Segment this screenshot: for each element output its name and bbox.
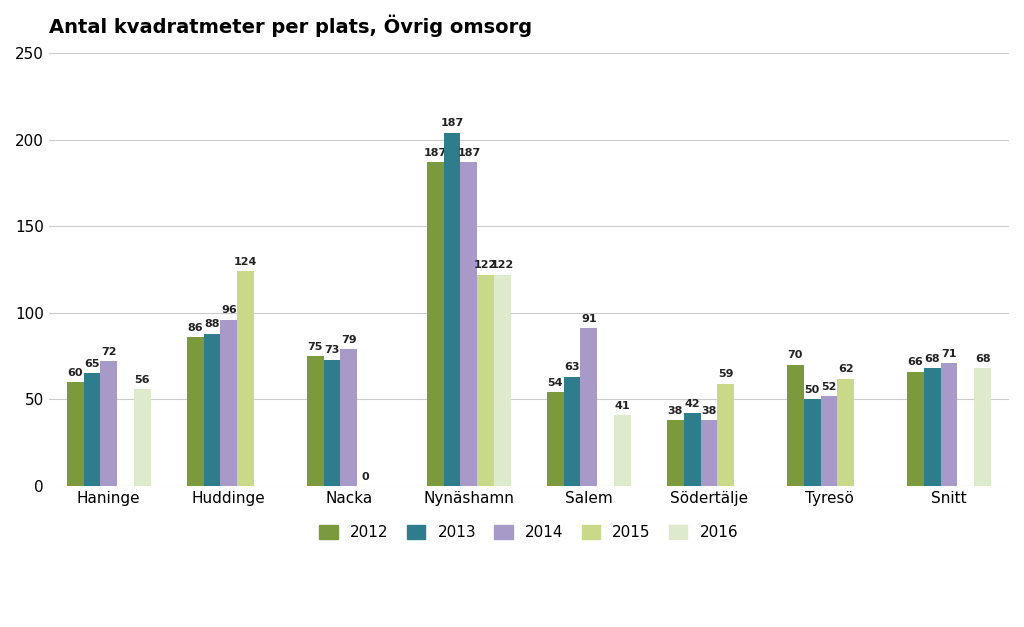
Text: 75: 75 [307,342,323,352]
Text: 52: 52 [821,382,837,391]
Text: 187: 187 [424,148,446,158]
Text: 60: 60 [68,367,83,377]
Bar [324,359,340,486]
Text: 122: 122 [474,260,498,270]
Bar [461,162,477,486]
Bar [838,379,854,486]
Bar [667,420,684,486]
Bar [186,337,204,486]
Text: 0: 0 [361,472,370,482]
Bar [100,361,117,486]
Text: 122: 122 [490,260,514,270]
Text: 63: 63 [564,362,580,372]
Text: 56: 56 [134,374,151,384]
Bar [220,320,238,486]
Bar [427,162,443,486]
Text: 88: 88 [204,319,220,329]
Text: 187: 187 [440,119,464,129]
Text: 124: 124 [233,257,257,267]
Text: 59: 59 [718,369,733,379]
Bar [67,382,84,486]
Bar [614,415,631,486]
Bar [924,368,941,486]
Bar [684,413,700,486]
Bar [443,132,461,486]
Bar [786,365,804,486]
Text: 54: 54 [548,378,563,388]
Text: 73: 73 [325,345,340,355]
Bar [238,271,254,486]
Bar [547,393,563,486]
Bar [700,420,718,486]
Text: 72: 72 [101,347,117,357]
Text: 96: 96 [221,305,237,315]
Bar [941,363,957,486]
Bar [134,389,151,486]
Text: 71: 71 [941,349,956,359]
Bar [718,384,734,486]
Text: 65: 65 [84,359,99,369]
Bar [494,275,511,486]
Bar [907,372,924,486]
Text: 91: 91 [581,314,597,324]
Text: Antal kvadratmeter per plats, Övrig omsorg: Antal kvadratmeter per plats, Övrig omso… [49,15,531,38]
Bar [204,334,220,486]
Bar [563,377,581,486]
Bar [477,275,494,486]
Bar [307,356,324,486]
Text: 187: 187 [458,148,480,158]
Text: 68: 68 [925,354,940,364]
Text: 38: 38 [668,406,683,416]
Bar [974,368,991,486]
Text: 41: 41 [614,401,631,411]
Text: 66: 66 [907,357,924,367]
Bar [581,329,597,486]
Text: 79: 79 [341,335,356,345]
Text: 42: 42 [684,399,700,409]
Bar [820,396,838,486]
Bar [804,399,820,486]
Text: 62: 62 [838,364,854,374]
Bar [84,373,100,486]
Text: 38: 38 [701,406,717,416]
Text: 70: 70 [787,350,803,361]
Text: 68: 68 [975,354,990,364]
Text: 50: 50 [805,385,820,395]
Bar [340,349,357,486]
Text: 86: 86 [187,323,203,333]
Legend: 2012, 2013, 2014, 2015, 2016: 2012, 2013, 2014, 2015, 2016 [311,517,745,547]
